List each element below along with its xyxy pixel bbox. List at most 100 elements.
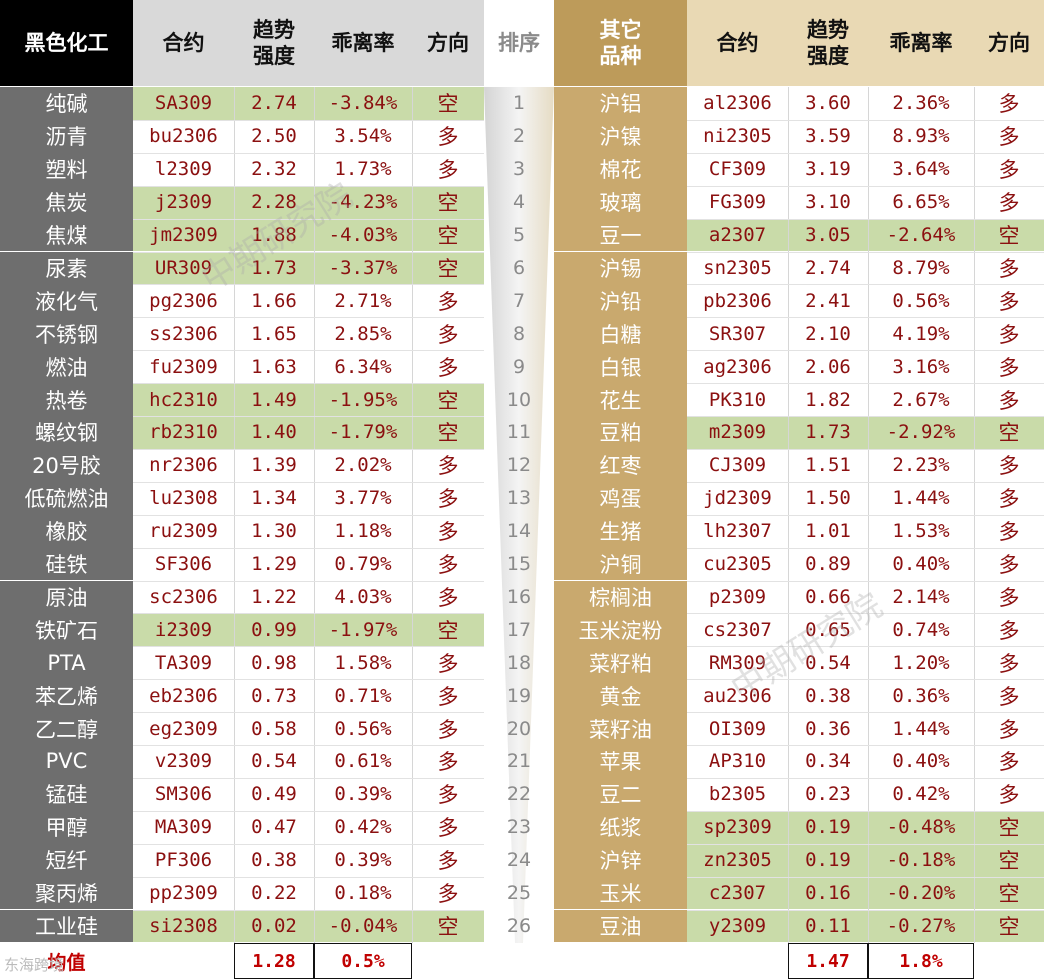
right-deviation-rate: -2.92% [868, 416, 974, 449]
row-divider [687, 843, 1044, 845]
row-divider [687, 876, 1044, 878]
left-direction-text: 多 [437, 322, 459, 347]
row-divider [133, 119, 484, 121]
rank-number: 4 [484, 186, 554, 219]
right-direction-text: 多 [998, 750, 1020, 775]
row-divider [687, 547, 1044, 549]
right-deviation-rate: 6.65% [868, 185, 974, 219]
left-contract-code-text: si2308 [149, 914, 218, 937]
right-trend-strength: 0.38 [788, 679, 868, 713]
row-divider [687, 152, 1044, 154]
right-direction: 空 [974, 416, 1044, 449]
right-contract-code-text: c2307 [708, 882, 767, 905]
right-contract-code-text: ag2306 [703, 355, 772, 378]
right-contract-code-text: a2307 [708, 224, 767, 247]
right-trend-strength-text: 0.19 [805, 816, 851, 839]
right-trend-strength-text: 0.19 [805, 849, 851, 872]
left-trend-strength: 0.73 [234, 679, 314, 713]
right-direction: 多 [974, 317, 1044, 351]
left-deviation-rate: 0.79% [314, 547, 412, 581]
right-commodity-name: 棕榈油 [554, 580, 687, 614]
right-direction-text: 多 [998, 783, 1020, 808]
right-direction-text: 空 [998, 914, 1020, 939]
left-contract-code-text: SF306 [154, 553, 213, 576]
right-trend-strength-text: 1.51 [805, 454, 851, 477]
rank-column-background [484, 87, 554, 943]
row-divider [133, 383, 484, 385]
left-trend-strength: 1.40 [234, 416, 314, 449]
left-direction: 多 [412, 284, 484, 318]
left-commodity-name: 纯碱 [0, 87, 133, 120]
header-left-contract-text: 合约 [162, 31, 205, 55]
row-divider [687, 580, 1044, 582]
right-direction: 多 [974, 251, 1044, 285]
rank-number: 16 [484, 581, 554, 614]
left-trend-strength: 1.66 [234, 284, 314, 318]
left-trend-strength-text: 0.02 [251, 914, 297, 937]
right-trend-strength: 1.50 [788, 481, 868, 515]
rank-number: 11 [484, 416, 554, 449]
right-commodity-name-text: 黄金 [599, 684, 642, 709]
left-commodity-name-text: 原油 [45, 585, 88, 610]
row-divider [133, 909, 484, 911]
rank-number-text: 5 [512, 224, 526, 247]
left-deviation-rate: -4.23% [314, 185, 412, 219]
left-deviation-average: 0.5% [314, 943, 412, 979]
right-commodity-name: 沪锡 [554, 251, 687, 285]
right-contract-code-text: OI309 [708, 717, 767, 740]
rank-number: 2 [484, 120, 554, 153]
right-direction-text: 多 [998, 487, 1020, 512]
right-contract-code: a2307 [687, 218, 788, 252]
left-trend-average: 1.28 [234, 943, 314, 979]
left-direction: 多 [412, 580, 484, 614]
rank-number: 14 [484, 515, 554, 548]
left-commodity-name: 不锈钢 [0, 317, 133, 351]
left-trend-strength: 0.47 [234, 810, 314, 844]
right-commodity-name: 纸浆 [554, 810, 687, 844]
left-commodity-name-text: 热卷 [45, 388, 88, 413]
right-direction: 空 [974, 810, 1044, 844]
left-contract-code: sc2306 [133, 580, 234, 614]
rank-number: 18 [484, 646, 554, 679]
left-contract-code-text: eg2309 [149, 717, 218, 740]
row-divider [687, 909, 1044, 911]
header-rank: 排序 [484, 0, 554, 86]
right-direction: 多 [974, 679, 1044, 713]
right-deviation-rate-text: 1.44% [892, 487, 950, 510]
left-commodity-name: PTA [0, 646, 133, 680]
left-deviation-rate: 0.61% [314, 745, 412, 778]
right-commodity-name: 玉米 [554, 876, 687, 910]
left-direction-text: 多 [437, 783, 459, 808]
left-commodity-name-text: 短纤 [45, 849, 88, 874]
right-trend-strength: 0.65 [788, 613, 868, 647]
rank-number: 13 [484, 482, 554, 515]
left-contract-code-text: nr2306 [149, 454, 218, 477]
left-trend-strength-text: 0.38 [251, 849, 297, 872]
left-deviation-rate-text: -3.37% [328, 256, 398, 279]
right-trend-strength: 3.59 [788, 119, 868, 153]
right-commodity-name-text: 菜籽粕 [589, 651, 652, 676]
right-trend-strength-text: 3.05 [805, 224, 851, 247]
right-deviation-rate-text: 0.36% [892, 684, 950, 707]
right-commodity-name-text: 纸浆 [599, 816, 642, 841]
header-right-direction-text: 方向 [988, 31, 1030, 55]
left-commodity-name: 锰硅 [0, 777, 133, 811]
left-deviation-rate: -1.79% [314, 416, 412, 449]
right-contract-code-text: zn2305 [703, 849, 772, 872]
right-contract-code-text: au2306 [703, 684, 772, 707]
left-direction: 多 [412, 745, 484, 778]
left-commodity-name-text: 尿素 [45, 256, 88, 281]
header-right-contract-text: 合约 [716, 31, 759, 55]
row-divider [133, 777, 484, 779]
right-direction: 空 [974, 876, 1044, 910]
right-contract-code: zn2305 [687, 843, 788, 877]
right-deviation-rate-text: 2.36% [892, 92, 950, 115]
rank-number-text: 8 [512, 322, 526, 345]
right-commodity-name: 苹果 [554, 745, 687, 778]
left-deviation-rate: -1.95% [314, 383, 412, 416]
average-label: 均值 [0, 943, 133, 979]
left-direction-text: 空 [437, 224, 459, 249]
left-trend-strength-text: 1.34 [251, 487, 297, 510]
left-direction-text: 空 [437, 191, 459, 216]
right-trend-strength: 0.16 [788, 876, 868, 910]
